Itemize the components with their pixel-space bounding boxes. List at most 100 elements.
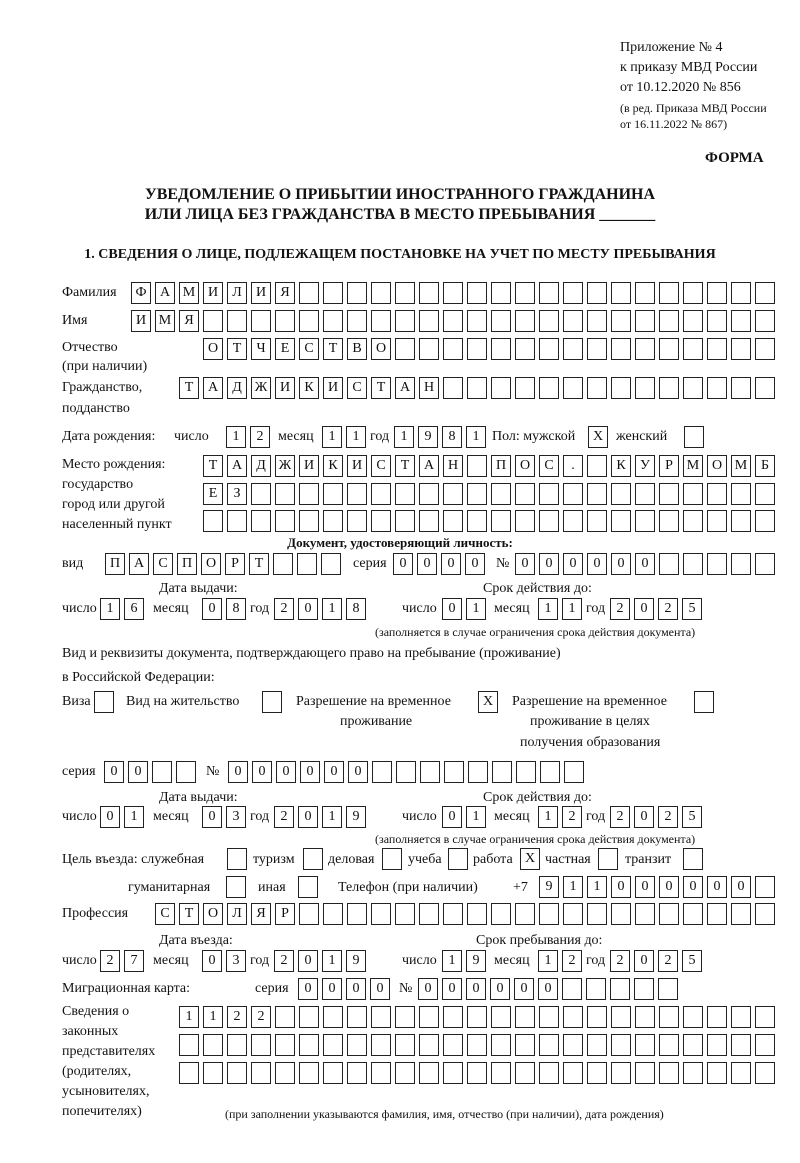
char-box[interactable]: А <box>227 455 247 477</box>
char-box[interactable]: 0 <box>683 876 703 898</box>
char-box[interactable] <box>395 903 415 925</box>
char-box[interactable] <box>539 903 559 925</box>
char-box[interactable]: 6 <box>124 598 144 620</box>
char-box[interactable] <box>419 1034 439 1056</box>
char-box[interactable] <box>731 282 751 304</box>
char-box[interactable]: Ж <box>275 455 295 477</box>
char-box[interactable]: Я <box>179 310 199 332</box>
char-box[interactable] <box>611 377 631 399</box>
char-box[interactable] <box>755 483 775 505</box>
char-box[interactable]: 5 <box>682 950 702 972</box>
char-box[interactable] <box>563 510 583 532</box>
char-box[interactable] <box>539 377 559 399</box>
char-box[interactable] <box>563 377 583 399</box>
char-box[interactable]: П <box>177 553 197 575</box>
char-box[interactable]: 0 <box>611 876 631 898</box>
char-box[interactable] <box>659 903 679 925</box>
char-box[interactable] <box>587 483 607 505</box>
char-box[interactable]: 7 <box>124 950 144 972</box>
char-box[interactable] <box>634 978 654 1000</box>
char-box[interactable] <box>611 903 631 925</box>
char-box[interactable]: 0 <box>252 761 272 783</box>
char-box[interactable] <box>323 1062 343 1084</box>
char-box[interactable]: 1 <box>466 598 486 620</box>
char-box[interactable] <box>467 1062 487 1084</box>
char-box[interactable]: К <box>611 455 631 477</box>
char-box[interactable]: 0 <box>393 553 413 575</box>
char-box[interactable] <box>683 282 703 304</box>
char-box[interactable]: 2 <box>610 598 630 620</box>
char-box[interactable] <box>587 510 607 532</box>
char-box[interactable]: Н <box>419 377 439 399</box>
char-box[interactable] <box>587 1006 607 1028</box>
birthplace-boxes-3[interactable] <box>203 510 775 532</box>
char-box[interactable] <box>683 553 703 575</box>
study-checkbox[interactable] <box>448 848 468 870</box>
char-box[interactable] <box>323 903 343 925</box>
char-box[interactable] <box>731 377 751 399</box>
char-box[interactable] <box>515 1034 535 1056</box>
char-box[interactable]: С <box>299 338 319 360</box>
char-box[interactable]: 2 <box>610 806 630 828</box>
char-box[interactable]: М <box>683 455 703 477</box>
char-box[interactable] <box>347 310 367 332</box>
char-box[interactable]: С <box>539 455 559 477</box>
char-box[interactable] <box>563 282 583 304</box>
char-box[interactable] <box>251 1034 271 1056</box>
char-box[interactable] <box>347 483 367 505</box>
char-box[interactable] <box>467 510 487 532</box>
char-box[interactable] <box>371 310 391 332</box>
char-box[interactable] <box>515 483 535 505</box>
char-box[interactable]: . <box>563 455 583 477</box>
char-box[interactable] <box>659 553 679 575</box>
char-box[interactable] <box>707 338 727 360</box>
char-box[interactable] <box>755 282 775 304</box>
char-box[interactable] <box>731 1034 751 1056</box>
char-box[interactable] <box>540 761 560 783</box>
char-box[interactable]: 0 <box>300 761 320 783</box>
char-box[interactable]: 3 <box>226 806 246 828</box>
char-box[interactable] <box>371 1062 391 1084</box>
char-box[interactable] <box>683 377 703 399</box>
char-box[interactable] <box>227 310 247 332</box>
char-box[interactable] <box>659 282 679 304</box>
char-box[interactable]: 0 <box>442 806 462 828</box>
char-box[interactable]: 5 <box>682 806 702 828</box>
temp-education-checkbox[interactable] <box>694 691 714 713</box>
char-box[interactable] <box>203 1034 223 1056</box>
char-box[interactable]: Т <box>395 455 415 477</box>
char-box[interactable]: 0 <box>370 978 390 1000</box>
char-box[interactable]: 0 <box>100 806 120 828</box>
char-box[interactable] <box>395 483 415 505</box>
char-box[interactable] <box>371 483 391 505</box>
char-box[interactable]: 0 <box>324 761 344 783</box>
char-box[interactable]: К <box>323 455 343 477</box>
char-box[interactable] <box>395 338 415 360</box>
char-box[interactable]: О <box>201 553 221 575</box>
char-box[interactable] <box>755 338 775 360</box>
char-box[interactable] <box>419 282 439 304</box>
char-box[interactable] <box>323 1006 343 1028</box>
char-box[interactable]: И <box>323 377 343 399</box>
char-box[interactable]: Т <box>371 377 391 399</box>
char-box[interactable] <box>587 903 607 925</box>
char-box[interactable]: 0 <box>298 598 318 620</box>
char-box[interactable]: 9 <box>346 806 366 828</box>
char-box[interactable]: 0 <box>634 598 654 620</box>
char-box[interactable]: Р <box>275 903 295 925</box>
char-box[interactable]: 2 <box>658 950 678 972</box>
char-box[interactable]: Д <box>251 455 271 477</box>
char-box[interactable]: 3 <box>226 950 246 972</box>
